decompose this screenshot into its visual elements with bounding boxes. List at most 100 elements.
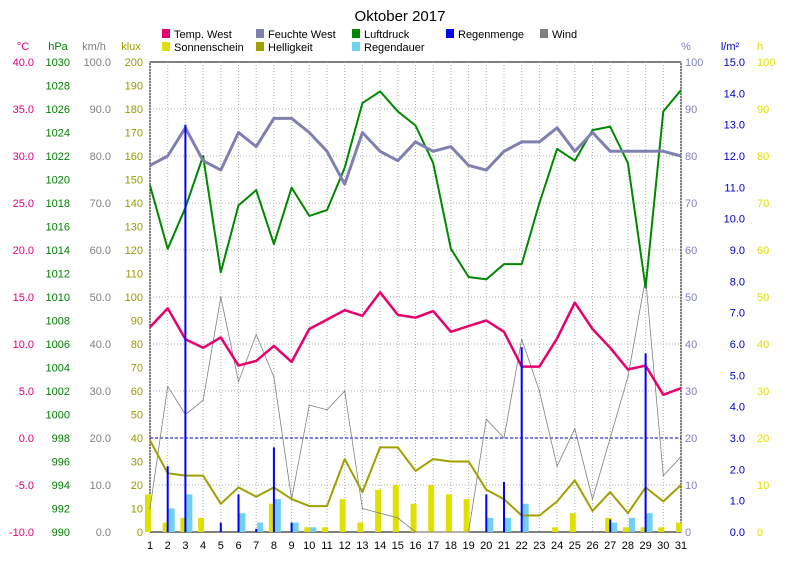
point-wind bbox=[379, 512, 381, 514]
x-tick-label: 21 bbox=[498, 540, 510, 552]
point-wind bbox=[450, 531, 452, 533]
x-tick-label: 6 bbox=[235, 540, 241, 552]
rain-tick-label: 1.0 bbox=[730, 496, 745, 508]
point-temp-west bbox=[414, 317, 417, 319]
pressure-tick-label: 994 bbox=[52, 480, 70, 492]
klux-tick-label: 60 bbox=[131, 386, 143, 398]
point-feuchte-west bbox=[202, 160, 204, 162]
klux-tick-label: 130 bbox=[125, 222, 143, 234]
bar-regenmenge bbox=[290, 522, 293, 532]
point-helligkeit bbox=[574, 479, 576, 481]
klux-tick-label: 110 bbox=[125, 269, 143, 281]
point-temp-west bbox=[574, 302, 576, 304]
point-feuchte-west bbox=[521, 141, 523, 143]
bar-regenmenge bbox=[520, 347, 523, 532]
rain-tick-label: 8.0 bbox=[730, 276, 745, 288]
pressure-tick-label: 1030 bbox=[46, 57, 70, 69]
bar-regendauer bbox=[505, 517, 511, 532]
rain-tick-label: 6.0 bbox=[730, 339, 745, 351]
point-feuchte-west bbox=[556, 127, 558, 129]
point-helligkeit bbox=[432, 458, 434, 460]
point-feuchte-west bbox=[680, 155, 682, 157]
klux-tick-label: 90 bbox=[131, 316, 143, 328]
klux-tick-label: 50 bbox=[131, 410, 143, 422]
point-helligkeit bbox=[149, 439, 151, 441]
point-feuchte-west bbox=[574, 150, 576, 152]
point-temp-west bbox=[450, 331, 452, 333]
rain-tick-label: 12.0 bbox=[724, 151, 745, 163]
temp-tick-label: 20.0 bbox=[13, 245, 34, 257]
point-feuchte-west bbox=[414, 141, 417, 143]
bar-sonnenschein bbox=[605, 517, 612, 532]
temp-tick-label: 25.0 bbox=[13, 198, 34, 210]
point-helligkeit bbox=[414, 470, 417, 472]
point-wind bbox=[273, 376, 275, 378]
temp-tick-label: 40.0 bbox=[13, 57, 34, 69]
point-helligkeit bbox=[379, 446, 381, 448]
x-tick-label: 17 bbox=[427, 540, 439, 552]
legend-swatch bbox=[256, 29, 264, 38]
pressure-axis-unit: hPa bbox=[48, 41, 68, 53]
point-temp-west bbox=[308, 328, 310, 330]
point-feuchte-west bbox=[344, 183, 346, 185]
bar-sonnenschein bbox=[658, 527, 665, 532]
temp-tick-label: 5.0 bbox=[19, 386, 34, 398]
point-luftdruck bbox=[202, 155, 204, 157]
legend-label: Wind bbox=[552, 29, 577, 41]
point-luftdruck bbox=[627, 162, 629, 164]
pressure-tick-label: 1004 bbox=[46, 363, 70, 375]
x-tick-label: 5 bbox=[218, 540, 224, 552]
point-helligkeit bbox=[662, 500, 664, 503]
klux-axis-unit: klux bbox=[121, 41, 141, 53]
point-temp-west bbox=[680, 387, 682, 389]
humidity-tick-label: 40 bbox=[685, 339, 697, 351]
pressure-tick-label: 1012 bbox=[46, 269, 70, 281]
bar-sonnenschein bbox=[640, 527, 647, 532]
pressure-tick-label: 1002 bbox=[46, 386, 70, 398]
rain-axis-unit: l/m² bbox=[721, 41, 740, 53]
point-feuchte-west bbox=[149, 164, 151, 166]
point-luftdruck bbox=[574, 160, 576, 162]
point-helligkeit bbox=[326, 505, 328, 507]
point-helligkeit bbox=[308, 505, 310, 507]
legend-swatch bbox=[446, 29, 454, 38]
x-tick-label: 3 bbox=[182, 540, 188, 552]
point-feuchte-west bbox=[432, 150, 434, 152]
rain-tick-label: 0.0 bbox=[730, 527, 745, 539]
humidity-tick-label: 90 bbox=[685, 104, 697, 116]
point-wind bbox=[397, 517, 399, 519]
point-temp-west bbox=[255, 360, 257, 362]
klux-tick-label: 10 bbox=[131, 504, 143, 516]
chart-title: Oktober 2017 bbox=[355, 8, 446, 25]
point-wind bbox=[574, 428, 576, 430]
bar-sonnenschein bbox=[676, 522, 682, 532]
klux-tick-label: 150 bbox=[125, 175, 143, 187]
point-feuchte-west bbox=[237, 131, 240, 134]
point-wind bbox=[680, 456, 682, 458]
bar-sonnenschein bbox=[569, 513, 576, 532]
klux-tick-label: 190 bbox=[125, 81, 143, 93]
plot-frame bbox=[149, 61, 682, 533]
legend-label: Helligkeit bbox=[268, 42, 313, 54]
pressure-tick-label: 990 bbox=[52, 527, 70, 539]
point-feuchte-west bbox=[538, 141, 541, 143]
point-feuchte-west bbox=[468, 164, 470, 166]
point-luftdruck bbox=[450, 248, 452, 250]
point-wind bbox=[237, 381, 240, 383]
rain-tick-label: 13.0 bbox=[724, 120, 745, 132]
bar-regenmenge bbox=[255, 528, 258, 532]
rain-tick-label: 10.0 bbox=[724, 214, 745, 226]
x-tick-label: 1 bbox=[147, 540, 153, 552]
temp-tick-label: 15.0 bbox=[13, 292, 34, 304]
humidity-tick-label: 10 bbox=[685, 480, 697, 492]
wind-tick-label: 20.0 bbox=[90, 433, 111, 445]
point-wind bbox=[414, 531, 417, 533]
point-feuchte-west bbox=[220, 169, 222, 171]
legend-label: Regenmenge bbox=[458, 29, 524, 41]
legend-swatch bbox=[162, 42, 170, 51]
wind-tick-label: 70.0 bbox=[90, 198, 111, 210]
klux-tick-label: 170 bbox=[125, 128, 143, 140]
bar-regenmenge bbox=[485, 494, 488, 532]
x-tick-label: 15 bbox=[392, 540, 404, 552]
bar-regendauer bbox=[168, 508, 175, 532]
